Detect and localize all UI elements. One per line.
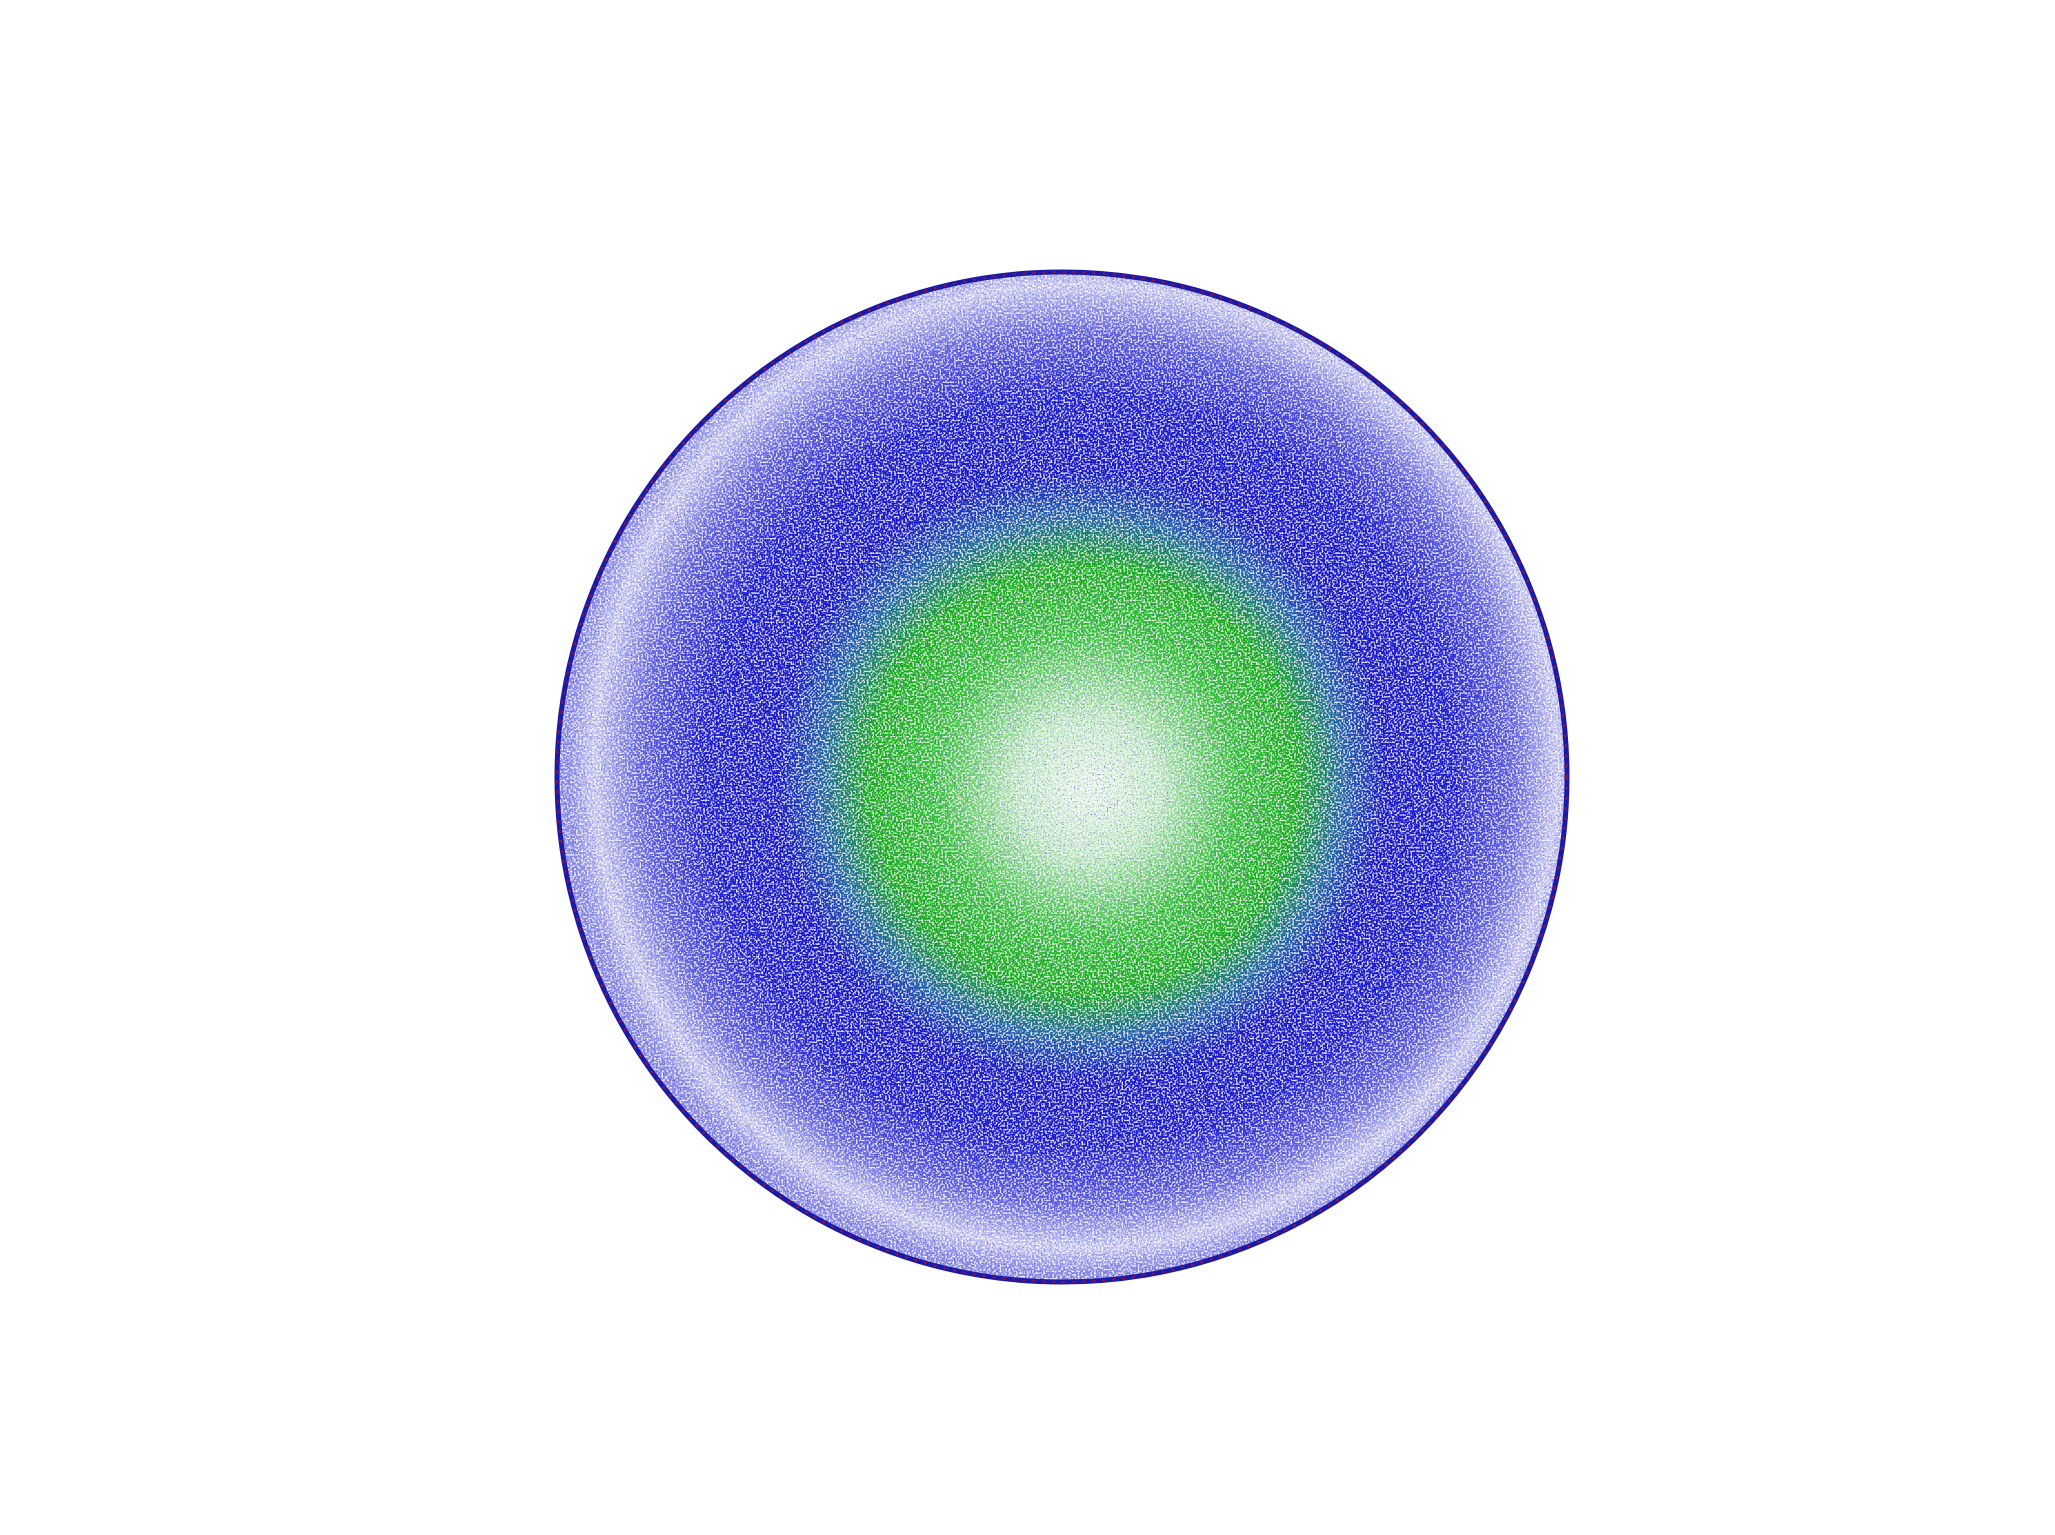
- light-speckles: [555, 270, 1569, 1284]
- rim-red-particles: [556, 271, 1568, 1283]
- particle-cloud: [555, 270, 1569, 1284]
